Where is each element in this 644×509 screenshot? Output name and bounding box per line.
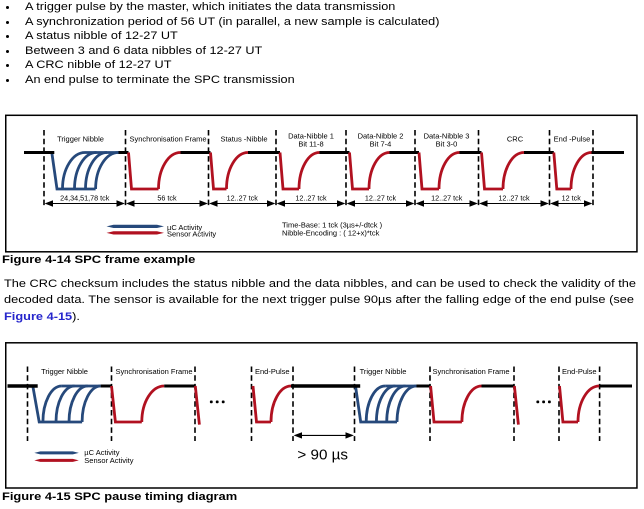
svg-text:CRC: CRC — [507, 135, 524, 144]
svg-text:Sensor Activity: Sensor Activity — [167, 230, 216, 239]
svg-text:Data-Nibble 1: Data-Nibble 1 — [288, 131, 334, 140]
svg-text:Bit 7-4: Bit 7-4 — [370, 140, 392, 149]
svg-text:Synchronisation Frame: Synchronisation Frame — [129, 135, 206, 144]
svg-text:24,34,51,78 tck: 24,34,51,78 tck — [60, 194, 110, 203]
svg-text:Data-Nibble 3: Data-Nibble 3 — [424, 131, 470, 140]
svg-text:Bit 11-8: Bit 11-8 — [298, 140, 323, 149]
svg-text:Bit 3-0: Bit 3-0 — [436, 140, 458, 149]
svg-text:12..27 tck: 12..27 tck — [227, 194, 259, 203]
svg-text:µC Activity: µC Activity — [84, 448, 119, 457]
svg-text:Time-Base: 1 tck (3µs+/-dtck ): Time-Base: 1 tck (3µs+/-dtck ) — [282, 221, 383, 230]
svg-text:12..27 tck: 12..27 tck — [365, 194, 397, 203]
svg-text:> 90 µs: > 90 µs — [297, 447, 348, 464]
svg-text:Trigger Nibble: Trigger Nibble — [360, 367, 407, 376]
svg-text:End-Pulse: End-Pulse — [562, 367, 597, 376]
svg-text:µC Activity: µC Activity — [167, 223, 202, 232]
svg-text:12..27 tck: 12..27 tck — [295, 194, 327, 203]
svg-text:Sensor Activity: Sensor Activity — [84, 456, 133, 465]
svg-text:12..27 tck: 12..27 tck — [498, 194, 530, 203]
svg-text:Trigger Nibble: Trigger Nibble — [57, 135, 104, 144]
svg-text:End -Pulse: End -Pulse — [554, 135, 591, 144]
svg-text:Data-Nibble 2: Data-Nibble 2 — [358, 131, 404, 140]
svg-text:End-Pulse: End-Pulse — [255, 367, 290, 376]
svg-text:Nibble-Encoding : ( 12+x)*tck: Nibble-Encoding : ( 12+x)*tck — [282, 229, 380, 238]
svg-text:12 tck: 12 tck — [562, 194, 582, 203]
svg-text:Synchronisation Frame: Synchronisation Frame — [115, 367, 192, 376]
svg-text:56 tck: 56 tck — [157, 194, 177, 203]
svg-text:Synchronisation Frame: Synchronisation Frame — [432, 367, 509, 376]
svg-text:Status -Nibble: Status -Nibble — [220, 135, 267, 144]
svg-text:Trigger Nibble: Trigger Nibble — [41, 367, 88, 376]
svg-text:12..27 tck: 12..27 tck — [431, 194, 463, 203]
